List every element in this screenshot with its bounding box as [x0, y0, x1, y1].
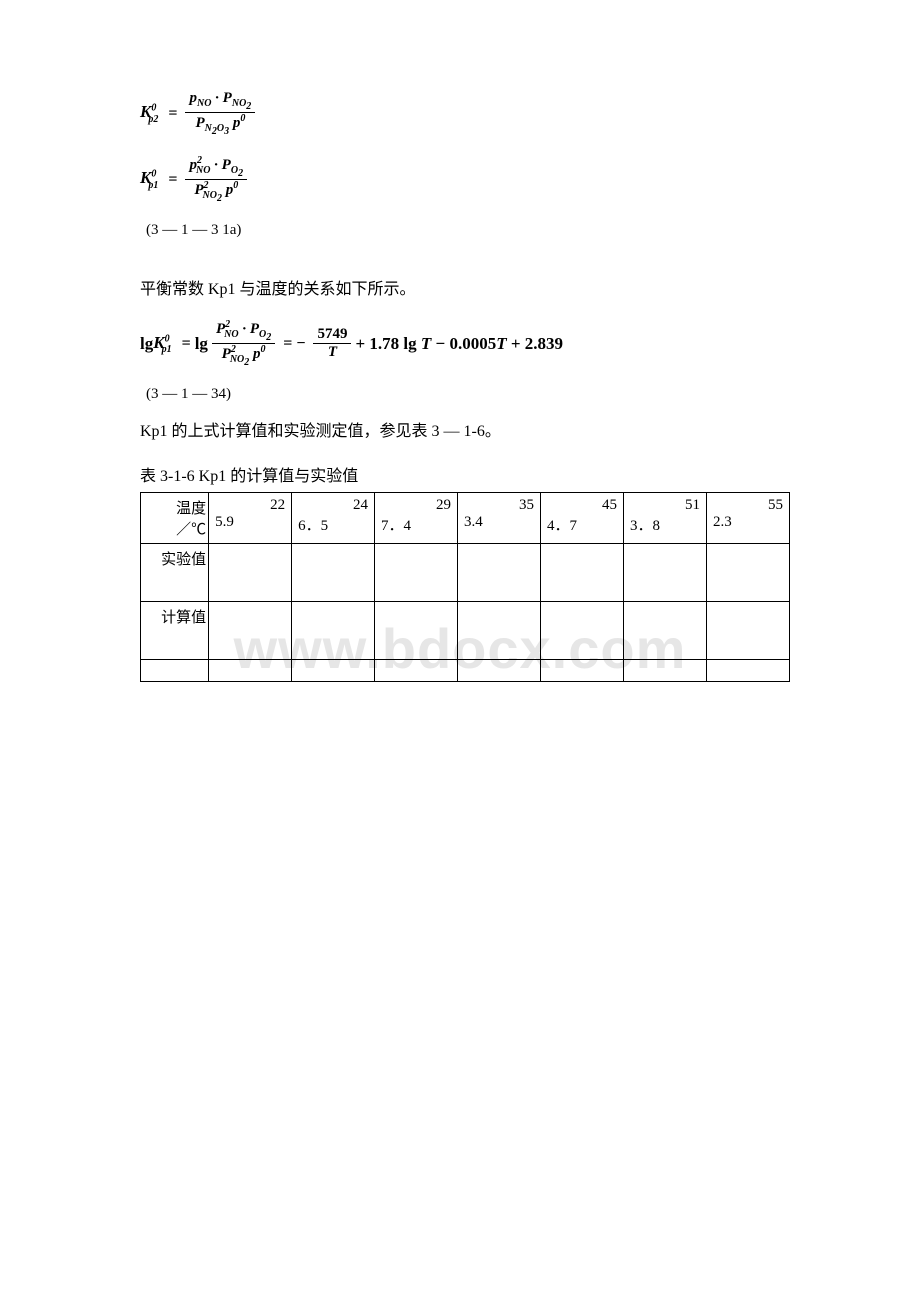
cell	[624, 659, 707, 681]
table-row-exp: 实验值	[141, 543, 790, 601]
cell: 513．8	[624, 492, 707, 543]
cell	[375, 601, 458, 659]
cell	[706, 659, 789, 681]
cell	[375, 659, 458, 681]
cell	[141, 659, 209, 681]
cell	[292, 543, 375, 601]
cell	[458, 543, 541, 601]
cell	[541, 601, 624, 659]
cell: 225.9	[209, 492, 292, 543]
header-calc: 计算值	[141, 601, 209, 659]
table-row-calc: 计算值	[141, 601, 790, 659]
table-row-temp: 温度／℃ 225.9 246．5 297．4 353.4 454．7 513．8…	[141, 492, 790, 543]
cell: 246．5	[292, 492, 375, 543]
term-tail: + 1.78 lg T − 0.0005T + 2.839	[355, 334, 563, 354]
formula-kp2: K0p2 = pNO · PNO2 PN2O3 p0	[140, 90, 790, 137]
term-5749: 5749	[313, 326, 351, 343]
cell: 454．7	[541, 492, 624, 543]
header-temp: 温度／℃	[141, 492, 209, 543]
cell	[375, 543, 458, 601]
table-caption: 表 3-1-6 Kp1 的计算值与实验值	[140, 462, 790, 486]
table-row-empty	[141, 659, 790, 681]
term-T: T	[328, 344, 337, 360]
cell	[706, 543, 789, 601]
paragraph-2: Kp1 的上式计算值和实验测定值，参见表 3 — 1-6。	[140, 417, 790, 447]
cell	[458, 601, 541, 659]
cell: 297．4	[375, 492, 458, 543]
cell	[292, 659, 375, 681]
header-exp: 实验值	[141, 543, 209, 601]
cell	[209, 543, 292, 601]
cell: 552.3	[706, 492, 789, 543]
cell: 353.4	[458, 492, 541, 543]
formula-kp1-full: lg K0p1 = lg P2NO · PO2 P2NO2 p0 = − 574…	[140, 319, 790, 403]
paragraph-1: 平衡常数 Kp1 与温度的关系如下所示。	[140, 275, 790, 305]
cell	[541, 659, 624, 681]
formula-ref-34: (3 — 1 — 34)	[146, 386, 790, 403]
cell	[209, 659, 292, 681]
cell	[209, 601, 292, 659]
cell	[624, 601, 707, 659]
document-body: K0p2 = pNO · PNO2 PN2O3 p0 K0p1 = p2NO ·…	[140, 90, 790, 682]
cell	[624, 543, 707, 601]
cell	[541, 543, 624, 601]
formula-ref-31a: (3 — 1 — 3 1a)	[146, 222, 790, 239]
data-table: 温度／℃ 225.9 246．5 297．4 353.4 454．7 513．8…	[140, 492, 790, 682]
cell	[292, 601, 375, 659]
formula-kp1-def: K0p1 = p2NO · PO2 P2NO2 p0 (3 — 1 — 3 1a…	[140, 155, 790, 239]
cell	[458, 659, 541, 681]
cell	[706, 601, 789, 659]
